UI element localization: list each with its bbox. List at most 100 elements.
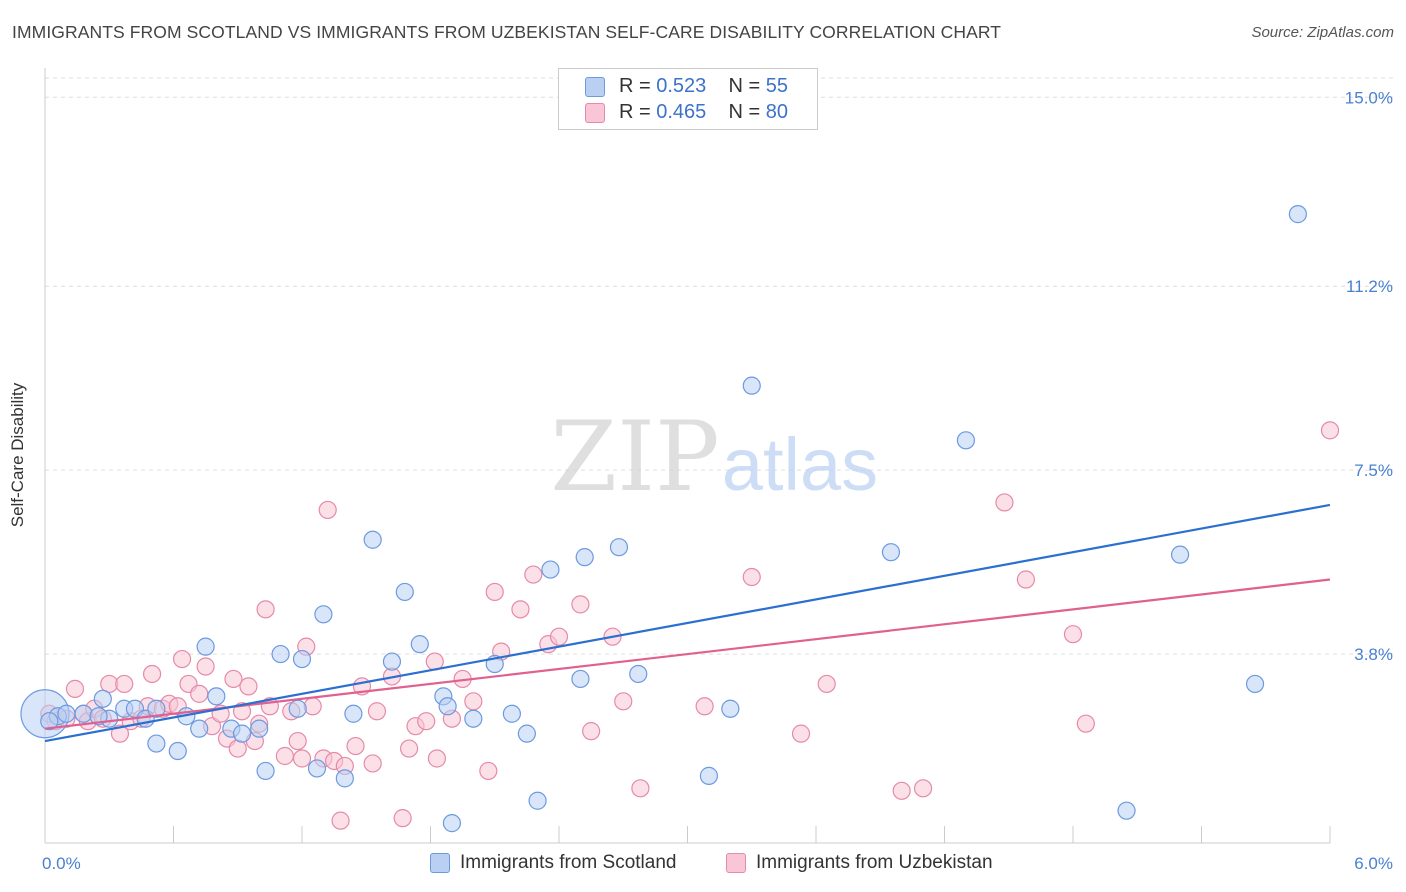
point-scotland <box>742 376 761 395</box>
y-tick-label: 7.5% <box>1354 461 1393 480</box>
watermark-zip: ZIP <box>550 401 719 513</box>
point-uzbekistan <box>742 567 761 587</box>
chart-title: IMMIGRANTS FROM SCOTLAND VS IMMIGRANTS F… <box>12 22 1002 42</box>
legend-swatch-uzbekistan <box>585 103 605 123</box>
point-scotland <box>40 712 59 731</box>
point-scotland <box>541 560 560 579</box>
point-uzbekistan <box>582 722 601 741</box>
point-uzbekistan <box>399 739 419 758</box>
point-scotland <box>881 543 901 562</box>
point-uzbekistan <box>549 627 569 646</box>
point-scotland <box>464 709 483 728</box>
point-scotland <box>190 719 209 738</box>
point-uzbekistan <box>172 649 192 669</box>
point-uzbekistan <box>695 697 714 716</box>
x-tick-label-max: 6.0% <box>1354 854 1393 873</box>
y-tick-label: 15.0% <box>1345 88 1393 107</box>
point-scotland <box>575 548 594 567</box>
legend-n-value: 55 <box>765 75 789 97</box>
point-uzbekistan <box>196 657 215 676</box>
trend-line-scotland <box>44 503 1331 743</box>
y-tick-label: 11.2% <box>1346 277 1393 296</box>
point-scotland <box>629 664 648 684</box>
legend-r-value: 0.523 <box>656 75 707 97</box>
point-uzbekistan <box>1076 714 1095 733</box>
point-uzbekistan <box>228 739 247 758</box>
point-uzbekistan <box>571 595 590 614</box>
point-scotland <box>1245 674 1265 694</box>
legend-r-label: R = <box>619 75 651 97</box>
point-uzbekistan <box>190 684 209 703</box>
point-uzbekistan <box>817 674 836 694</box>
point-uzbekistan <box>256 600 275 619</box>
point-scotland <box>344 704 363 723</box>
point-scotland <box>517 724 536 743</box>
point-uzbekistan <box>367 702 387 721</box>
point-uzbekistan <box>303 697 322 716</box>
point-scotland <box>382 652 402 671</box>
point-scotland <box>438 697 457 716</box>
point-scotland <box>292 649 312 669</box>
legend-swatch-scotland <box>585 77 605 97</box>
point-uzbekistan <box>142 664 162 684</box>
legend-r-value: 0.465 <box>656 101 707 123</box>
point-scotland <box>699 766 719 785</box>
point-uzbekistan <box>995 493 1014 512</box>
watermark: ZIP atlas <box>550 401 878 513</box>
point-scotland <box>528 791 547 810</box>
legend-n-value: 80 <box>765 101 789 123</box>
point-scotland <box>147 734 166 753</box>
point-uzbekistan <box>464 692 483 711</box>
point-uzbekistan <box>1016 570 1035 589</box>
point-scotland <box>1288 205 1307 224</box>
point-uzbekistan <box>485 582 504 602</box>
legend-n-label: N = <box>728 75 761 97</box>
point-scotland <box>721 699 740 718</box>
series-scotland-points <box>20 205 1307 833</box>
point-scotland <box>57 704 76 723</box>
bottom-legend-label-scotland: Immigrants from Scotland <box>460 852 677 873</box>
point-uzbekistan <box>427 749 447 768</box>
point-uzbekistan <box>511 600 530 619</box>
point-scotland <box>571 669 590 689</box>
point-scotland <box>314 605 333 624</box>
point-uzbekistan <box>631 779 650 798</box>
y-axis-label: Self-Care Disability <box>8 382 27 528</box>
point-scotland <box>147 699 166 718</box>
point-scotland <box>335 769 354 788</box>
point-scotland <box>93 689 112 708</box>
point-uzbekistan <box>288 731 307 751</box>
point-uzbekistan <box>614 692 633 711</box>
point-scotland <box>502 704 521 723</box>
bottom-legend-label-uzbekistan: Immigrants from Uzbekistan <box>756 852 993 873</box>
legend-r-label: R = <box>619 101 651 123</box>
watermark-atlas: atlas <box>722 423 878 506</box>
x-tick-label-min: 0.0% <box>42 854 81 873</box>
point-scotland <box>168 741 187 761</box>
point-uzbekistan <box>363 754 382 773</box>
point-scotland <box>442 814 462 833</box>
point-scotland <box>196 637 215 656</box>
point-scotland <box>250 719 269 738</box>
point-scotland <box>89 707 108 726</box>
point-uzbekistan <box>292 749 312 768</box>
point-uzbekistan <box>393 809 412 828</box>
point-uzbekistan <box>913 779 933 798</box>
stats-legend: R = 0.523 N = 55 R = 0.465 N = 80 <box>558 68 818 130</box>
point-scotland <box>363 530 382 549</box>
point-uzbekistan <box>524 565 543 584</box>
bottom-legend-swatch-uzbekistan <box>726 853 746 873</box>
point-scotland <box>232 724 252 743</box>
legend-n-label: N = <box>728 101 761 123</box>
point-uzbekistan <box>479 761 498 781</box>
point-uzbekistan <box>115 674 134 694</box>
point-uzbekistan <box>65 679 85 698</box>
point-scotland <box>956 431 976 450</box>
trend-lines <box>44 503 1331 743</box>
point-scotland <box>410 635 429 654</box>
point-scotland <box>1117 801 1136 820</box>
point-scotland <box>207 687 226 706</box>
point-scotland <box>74 704 93 723</box>
point-uzbekistan <box>318 500 337 520</box>
